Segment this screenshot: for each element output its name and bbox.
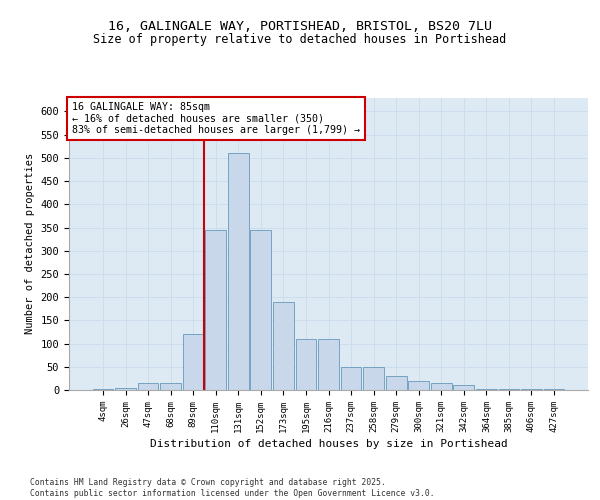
Bar xyxy=(137,383,158,390)
Bar xyxy=(476,388,497,390)
X-axis label: Distribution of detached houses by size in Portishead: Distribution of detached houses by size … xyxy=(149,439,508,449)
Bar xyxy=(115,388,136,390)
Bar xyxy=(341,367,361,390)
Bar xyxy=(363,367,384,390)
Bar xyxy=(273,302,294,390)
Bar xyxy=(386,376,407,390)
Bar xyxy=(160,383,181,390)
Bar xyxy=(454,386,474,390)
Bar xyxy=(296,339,316,390)
Bar xyxy=(228,153,248,390)
Bar xyxy=(499,389,520,390)
Y-axis label: Number of detached properties: Number of detached properties xyxy=(25,153,35,334)
Bar xyxy=(431,383,452,390)
Bar xyxy=(521,388,542,390)
Bar xyxy=(409,380,429,390)
Bar xyxy=(92,389,113,390)
Bar xyxy=(318,339,339,390)
Text: 16 GALINGALE WAY: 85sqm
← 16% of detached houses are smaller (350)
83% of semi-d: 16 GALINGALE WAY: 85sqm ← 16% of detache… xyxy=(71,102,359,135)
Text: Contains HM Land Registry data © Crown copyright and database right 2025.
Contai: Contains HM Land Registry data © Crown c… xyxy=(30,478,434,498)
Bar xyxy=(250,230,271,390)
Bar xyxy=(183,334,203,390)
Text: 16, GALINGALE WAY, PORTISHEAD, BRISTOL, BS20 7LU: 16, GALINGALE WAY, PORTISHEAD, BRISTOL, … xyxy=(108,20,492,33)
Bar xyxy=(205,230,226,390)
Bar xyxy=(544,389,565,390)
Text: Size of property relative to detached houses in Portishead: Size of property relative to detached ho… xyxy=(94,32,506,46)
